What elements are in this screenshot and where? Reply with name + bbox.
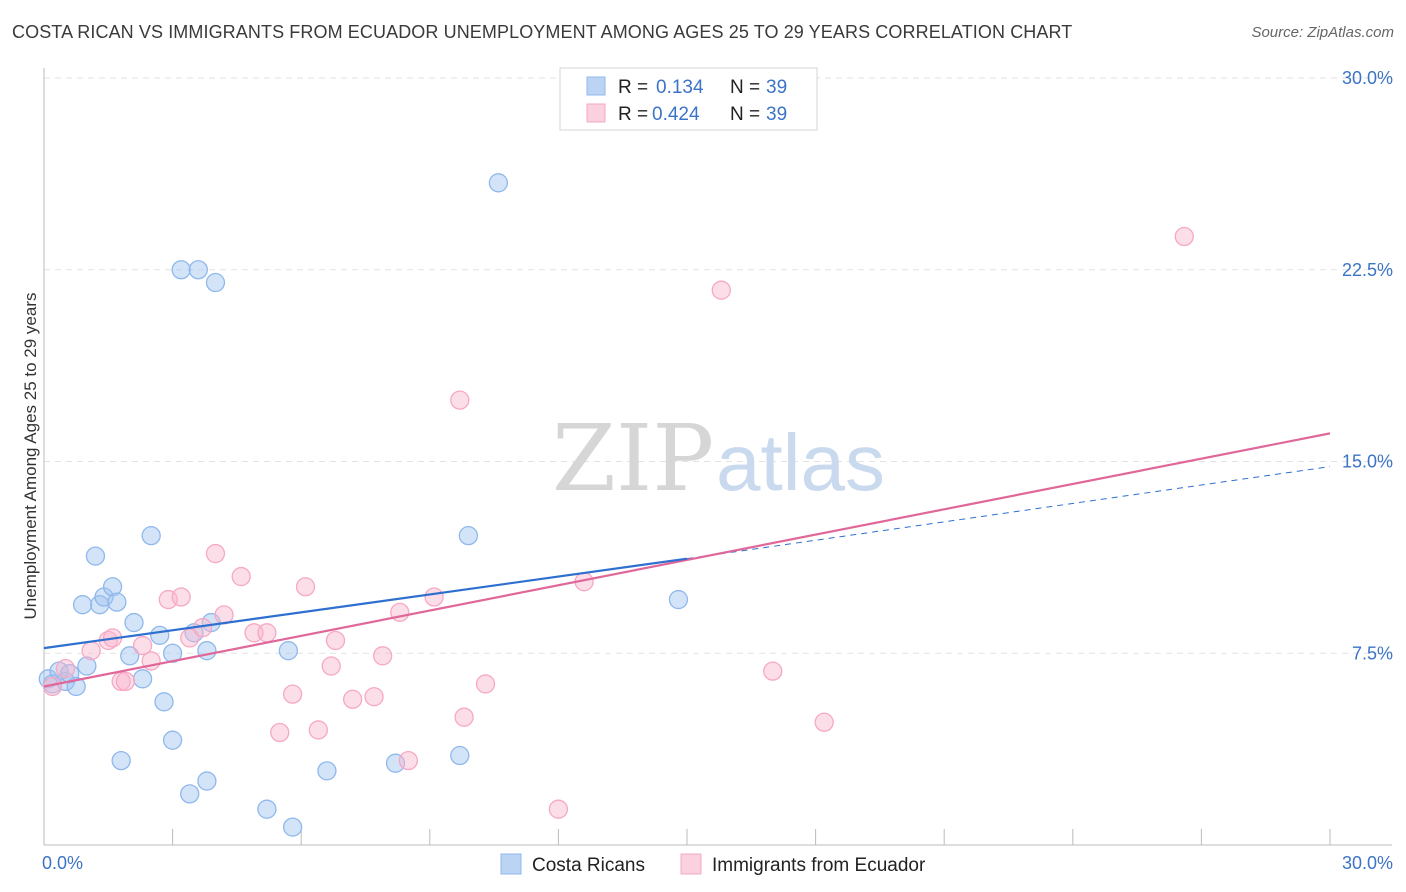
ecuador-point-7 <box>132 635 153 656</box>
series-immigrants-ecuador <box>42 226 1194 819</box>
ecuador-point-37 <box>814 712 834 732</box>
legend-bottom: Costa Ricans Immigrants from Ecuador <box>500 853 926 876</box>
costa-ricans-point-12 <box>107 592 127 612</box>
costa-ricans-point-23 <box>188 260 208 280</box>
chart-title: COSTA RICAN VS IMMIGRANTS FROM ECUADOR U… <box>12 22 1073 42</box>
ecuador-point-20 <box>295 577 316 597</box>
ecuador-point-26 <box>372 646 393 666</box>
legend-n-label-1: N = <box>730 77 760 98</box>
ecuador-point-33 <box>548 799 569 819</box>
ecuador-point-2 <box>81 641 101 661</box>
y-tick-label-2: 22.5% <box>1342 260 1393 280</box>
trend-costa-ricans <box>43 557 688 650</box>
legend-n-value-1: 39 <box>766 77 787 98</box>
ecuador-point-15 <box>231 566 251 587</box>
ecuador-point-38 <box>1174 226 1194 247</box>
ecuador-point-25 <box>364 687 384 707</box>
costa-ricans-point-11 <box>102 577 123 597</box>
costa-ricans-point-17 <box>150 625 170 646</box>
legend-bottom-swatch-ecuador <box>680 853 702 875</box>
ecuador-point-30 <box>454 707 474 727</box>
costa-ricans-point-15 <box>132 669 153 689</box>
costa-ricans-point-32 <box>278 641 298 661</box>
legend-r-label-1: R = <box>618 77 648 98</box>
costa-ricans-point-27 <box>111 750 131 771</box>
legend-r-label-2: R = <box>618 104 648 125</box>
costa-ricans-point-16 <box>141 525 161 546</box>
costa-ricans-point-38 <box>668 589 689 610</box>
trend-lines <box>43 432 1331 688</box>
costa-ricans-point-18 <box>154 692 174 712</box>
y-tick-label-0: 7.5% <box>1352 643 1393 663</box>
watermark-atlas: atlas <box>716 418 885 507</box>
costa-ricans-point-6 <box>77 656 97 676</box>
grid-lines <box>44 77 1392 654</box>
ecuador-point-32 <box>475 674 496 694</box>
x-tick-labels: 0.0% 30.0% <box>42 853 1393 873</box>
ecuador-point-10 <box>171 587 191 607</box>
costa-ricans-point-37 <box>488 173 509 193</box>
y-tick-label-1: 15.0% <box>1342 452 1393 472</box>
legend-bottom-ecuador: Immigrants from Ecuador <box>712 855 926 876</box>
ecuador-point-17 <box>257 623 277 643</box>
legend-bottom-costa-ricans: Costa Ricans <box>532 855 645 876</box>
ecuador-point-36 <box>763 661 783 681</box>
ecuador-point-28 <box>398 750 419 771</box>
ecuador-point-23 <box>325 630 346 651</box>
costa-ricans-point-35 <box>450 745 470 766</box>
legend-bottom-swatch-costa-ricans <box>500 853 522 875</box>
legend-swatch-ecuador <box>586 103 606 123</box>
legend-n-value-2: 39 <box>766 104 787 125</box>
costa-ricans-point-7 <box>85 546 106 566</box>
costa-ricans-point-31 <box>282 817 303 837</box>
ecuador-point-1 <box>55 658 76 679</box>
watermark: ZIP atlas <box>552 405 885 512</box>
costa-ricans-point-8 <box>72 595 93 615</box>
costa-ricans-point-19 <box>162 730 183 750</box>
legend-n-label-2: N = <box>730 104 760 125</box>
costa-ricans-point-14 <box>120 646 140 666</box>
trend-costa-ricans-extension <box>686 466 1331 560</box>
x-tick-label-1: 30.0% <box>1342 853 1393 873</box>
costa-ricans-point-36 <box>458 525 479 546</box>
x-tick-label-0: 0.0% <box>42 853 83 873</box>
costa-ricans-point-29 <box>197 771 217 791</box>
ecuador-point-19 <box>282 684 303 704</box>
ecuador-point-21 <box>308 720 328 740</box>
y-tick-label-3: 30.0% <box>1342 68 1393 88</box>
legend-top: R = 0.134 N = 39 R = 0.424 N = 39 <box>559 67 818 131</box>
costa-ricans-point-13 <box>124 612 144 633</box>
legend-r-value-2: 0.424 <box>652 104 700 125</box>
ecuador-point-29 <box>424 587 444 607</box>
ecuador-point-13 <box>205 543 226 564</box>
ecuador-point-35 <box>711 280 731 300</box>
trend-ecuador <box>43 432 1331 688</box>
ecuador-point-24 <box>342 689 363 709</box>
legend-swatch-costa-ricans <box>586 76 606 96</box>
legend-r-value-1: 0.134 <box>656 77 704 98</box>
y-axis-label: Unemployment Among Ages 25 to 29 years <box>21 293 40 620</box>
costa-ricans-point-22 <box>171 260 191 280</box>
costa-ricans-point-28 <box>180 784 200 804</box>
ecuador-point-22 <box>321 656 341 676</box>
ecuador-point-31 <box>450 390 470 410</box>
costa-ricans-point-30 <box>257 799 277 819</box>
ecuador-point-0 <box>42 676 63 697</box>
y-tick-labels: 7.5% 15.0% 22.5% 30.0% <box>1342 68 1393 663</box>
ecuador-point-6 <box>115 671 136 692</box>
axes <box>43 68 1392 846</box>
costa-ricans-point-24 <box>205 272 226 293</box>
watermark-zip: ZIP <box>552 405 714 512</box>
ecuador-point-18 <box>270 722 290 743</box>
costa-ricans-point-33 <box>317 761 337 781</box>
chart-source: Source: ZipAtlas.com <box>1251 24 1394 41</box>
costa-ricans-point-25 <box>197 641 217 661</box>
